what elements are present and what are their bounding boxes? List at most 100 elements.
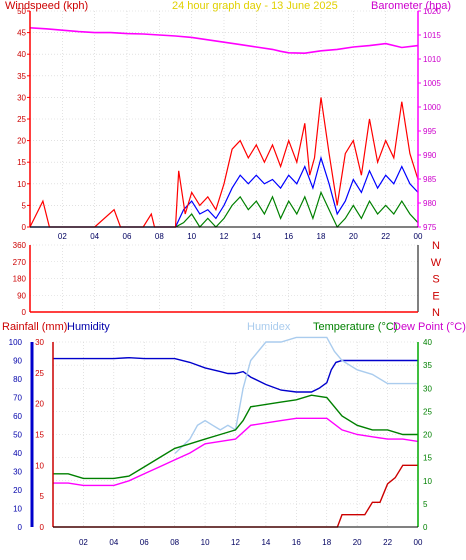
wind-left-tick-label: 5 xyxy=(22,201,27,210)
wind-x-tick-label: 04 xyxy=(90,232,99,241)
climate-x-tick-label: 10 xyxy=(201,538,210,547)
humidity-tick-label: 50 xyxy=(13,431,22,440)
direction-left-tick-label: 180 xyxy=(13,275,27,284)
chart-title: 24 hour graph day - 13 June 2025 xyxy=(172,0,338,12)
wind-x-tick-label: 14 xyxy=(252,232,261,241)
wind-right-ticks: 975 980 985 990 995 1000 1005 1010 1015 1020 xyxy=(418,7,441,232)
climate-x-tick-label: 08 xyxy=(170,538,179,547)
humidity-tick-label: 10 xyxy=(13,505,22,514)
wind-x-tick-label: 22 xyxy=(381,232,390,241)
wind-x-tick-label: 00 xyxy=(414,232,423,241)
rain-tick-label: 5 xyxy=(40,492,45,501)
humidity-tick-label: 70 xyxy=(13,394,22,403)
wind-left-ticks: 0 5 10 15 20 25 30 35 40 45 50 xyxy=(17,7,30,232)
wind-x-tick-label: 06 xyxy=(123,232,132,241)
climate-x-tick-label: 02 xyxy=(79,538,88,547)
temperature-tick-label: 20 xyxy=(423,431,432,440)
climate-x-tick-label: 04 xyxy=(109,538,118,547)
direction-right-label: N xyxy=(432,307,440,319)
wind-right-tick-label: 1000 xyxy=(423,103,441,112)
direction-left-tick-label: 90 xyxy=(17,291,26,300)
wind-right-tick-label: 1010 xyxy=(423,55,441,64)
rain-tick-label: 10 xyxy=(35,461,44,470)
temperature-tick-label: 40 xyxy=(423,338,432,347)
rain-tick-label: 15 xyxy=(35,431,44,440)
wind-right-tick-label: 1020 xyxy=(423,7,441,16)
humidity-tick-label: 100 xyxy=(9,338,23,347)
climate-x-tick-label: 16 xyxy=(292,538,301,547)
legend-temperature: Temperature (°C) xyxy=(313,321,397,333)
series-line-dewpoint xyxy=(53,417,419,487)
series-line-average xyxy=(30,155,419,228)
wind-x-ticks: 02 04 06 08 10 12 14 16 18 20 22 00 xyxy=(58,232,423,241)
wind-right-tick-label: 1015 xyxy=(423,31,441,40)
humidity-ticks: 0 10 20 30 40 50 60 70 80 90 100 xyxy=(9,338,23,532)
wind-right-axis-title: Barometer (hpa) xyxy=(371,0,451,12)
humidity-tick-label: 60 xyxy=(13,412,22,421)
direction-left-tick-label: 0 xyxy=(22,308,27,317)
rain-tick-label: 20 xyxy=(35,400,44,409)
wind-left-tick-label: 50 xyxy=(17,7,26,16)
wind-x-tick-label: 08 xyxy=(155,232,164,241)
humidity-tick-label: 80 xyxy=(13,375,22,384)
direction-right-label: E xyxy=(432,290,439,302)
legend-humidity: Humidity xyxy=(67,321,110,333)
humidity-tick-label: 30 xyxy=(13,468,22,477)
wind-right-tick-label: 1005 xyxy=(423,79,441,88)
climate-x-tick-label: 06 xyxy=(140,538,149,547)
climate-x-tick-label: 22 xyxy=(383,538,392,547)
temperature-tick-label: 5 xyxy=(423,500,428,509)
legend-humidex: Humidex xyxy=(247,321,291,333)
wind-left-axis-title: Windspeed (kph) xyxy=(5,0,88,12)
wind-right-tick-label: 995 xyxy=(423,127,437,136)
direction-panel-grid xyxy=(30,244,419,313)
temperature-tick-label: 30 xyxy=(423,384,432,393)
direction-left-ticks: 0 90 180 270 360 xyxy=(13,241,27,317)
wind-right-tick-label: 980 xyxy=(423,199,437,208)
climate-x-tick-label: 00 xyxy=(414,538,423,547)
climate-panel-series xyxy=(53,336,419,528)
wind-x-tick-label: 20 xyxy=(349,232,358,241)
wind-left-tick-label: 0 xyxy=(22,223,27,232)
wind-left-tick-label: 20 xyxy=(17,137,26,146)
series-line-lull xyxy=(30,190,419,229)
wind-left-tick-label: 40 xyxy=(17,50,26,59)
wind-x-tick-label: 10 xyxy=(187,232,196,241)
wind-right-tick-label: 975 xyxy=(423,223,437,232)
climate-x-tick-label: 18 xyxy=(322,538,331,547)
series-line-temperature xyxy=(53,394,418,480)
wind-left-tick-label: 10 xyxy=(17,180,26,189)
direction-right-label: W xyxy=(431,257,442,269)
direction-left-tick-label: 360 xyxy=(13,241,27,250)
wind-right-tick-label: 985 xyxy=(423,175,437,184)
wind-left-tick-label: 45 xyxy=(17,29,26,38)
temperature-tick-label: 15 xyxy=(423,454,432,463)
rain-tick-label: 30 xyxy=(35,338,44,347)
wind-x-tick-label: 18 xyxy=(317,232,326,241)
series-line-humidity xyxy=(53,356,418,393)
temperature-tick-label: 35 xyxy=(423,361,432,370)
humidity-tick-label: 90 xyxy=(13,357,22,366)
wind-left-tick-label: 25 xyxy=(17,115,26,124)
temperature-tick-label: 0 xyxy=(423,523,428,532)
rain-tick-label: 0 xyxy=(40,523,45,532)
climate-x-tick-label: 20 xyxy=(353,538,362,547)
humidity-tick-label: 0 xyxy=(18,523,23,532)
temperature-tick-label: 25 xyxy=(423,407,432,416)
temperature-tick-label: 10 xyxy=(423,477,432,486)
temperature-ticks: 0 5 10 15 20 25 30 35 40 xyxy=(423,338,432,532)
direction-right-label: N xyxy=(432,240,440,252)
legend-dewpoint: Dew Point (°C) xyxy=(393,321,466,333)
humidity-tick-label: 40 xyxy=(13,449,22,458)
rain-ticks: 0 5 10 15 20 25 30 xyxy=(35,338,44,532)
climate-x-tick-label: 14 xyxy=(261,538,270,547)
series-line-barometer xyxy=(29,27,419,55)
wind-left-tick-label: 15 xyxy=(17,158,26,167)
direction-left-tick-label: 270 xyxy=(13,258,27,267)
series-line-rainfall xyxy=(53,464,418,528)
wind-x-tick-label: 12 xyxy=(220,232,229,241)
rain-tick-label: 25 xyxy=(35,369,44,378)
